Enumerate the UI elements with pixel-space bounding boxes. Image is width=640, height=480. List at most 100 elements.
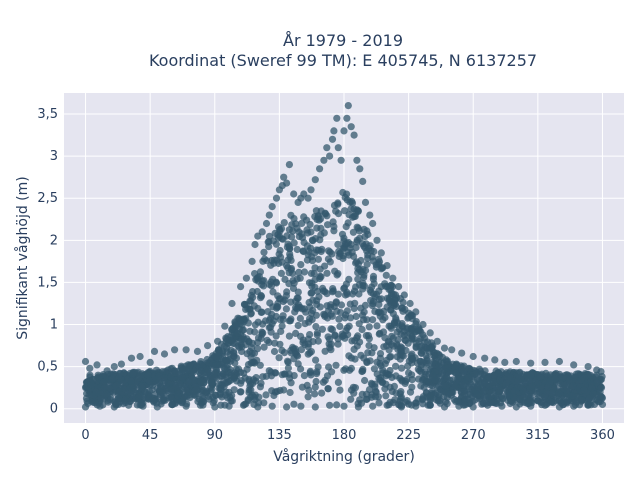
data-point [359,265,367,273]
data-point [144,371,152,379]
data-point [264,308,272,316]
x-tick-label: 270 [461,428,486,443]
data-point [184,377,193,386]
data-point [399,298,407,306]
data-point [357,304,365,312]
data-point [190,376,198,384]
data-point [275,259,283,267]
data-point [268,203,276,211]
data-point [308,282,316,290]
x-axis-ticks: 0 45 90 135 180 225 270 315 360 [81,428,614,443]
y-tick-label: 0 [50,402,58,417]
data-point [316,303,324,311]
data-point [228,391,236,400]
data-point [81,403,90,411]
data-point [454,375,462,383]
data-point [285,280,293,288]
data-point [383,262,391,270]
data-point [117,360,125,368]
data-point [230,374,238,383]
data-point [263,336,271,344]
data-point [276,316,284,324]
data-point [592,373,600,381]
data-point [155,372,163,380]
data-point [182,346,190,354]
data-point [351,384,359,392]
data-point [109,370,117,378]
data-point [440,344,449,352]
data-point [259,320,267,328]
data-point [182,387,190,395]
data-point [548,389,557,397]
data-point [285,226,293,234]
data-point [371,383,379,391]
data-point [168,400,176,409]
data-point [323,269,331,277]
data-point [337,156,345,164]
data-point [361,376,369,385]
data-point [347,205,355,213]
data-point [291,308,299,316]
data-point [332,298,340,306]
y-tick-label: 3 [50,149,58,164]
data-point [469,352,477,361]
data-point [369,316,377,324]
data-point [312,356,320,364]
data-point [412,402,420,410]
data-point [366,357,374,365]
data-point [214,361,222,369]
data-point [569,382,577,390]
data-point [270,317,278,325]
data-point [341,365,350,373]
data-point [426,329,434,337]
data-point [231,359,239,367]
data-point [354,275,362,283]
data-point [469,403,477,411]
data-point [383,401,391,409]
data-point [248,257,256,265]
data-point [196,377,204,385]
data-point [294,321,302,330]
data-point [436,397,444,405]
data-point [285,161,293,169]
data-point [208,362,216,370]
data-point [398,322,406,330]
data-point [96,402,104,410]
data-point [193,347,202,355]
data-point [278,322,286,330]
data-point [363,316,371,324]
data-point [287,266,295,274]
data-point [189,368,197,376]
data-point [278,371,286,379]
data-point [108,375,116,383]
data-point [258,328,266,336]
data-point [272,194,281,202]
data-point [408,315,416,323]
data-point [258,281,266,289]
data-point [384,337,392,345]
data-point [366,211,374,219]
data-point [336,249,344,257]
data-point [328,135,337,143]
y-axis-ticks: 0 0,5 1 1,5 2 2,5 3 3,5 [37,107,58,417]
data-point [257,291,265,300]
data-point [369,219,377,228]
data-point [228,325,236,334]
data-point [455,402,463,410]
data-point [510,387,518,395]
data-point [349,228,357,236]
data-point [305,386,313,394]
data-point [157,382,165,390]
data-point [159,395,167,404]
x-tick-label: 90 [206,428,223,443]
data-point [324,385,332,393]
data-point [320,229,328,237]
chart-title-line-1: År 1979 - 2019 [283,31,403,50]
data-point [298,234,307,242]
data-point [300,268,309,276]
data-point [219,352,227,361]
x-tick-label: 360 [590,428,615,443]
data-point [211,391,219,399]
data-point [369,297,378,305]
data-point [373,236,381,244]
